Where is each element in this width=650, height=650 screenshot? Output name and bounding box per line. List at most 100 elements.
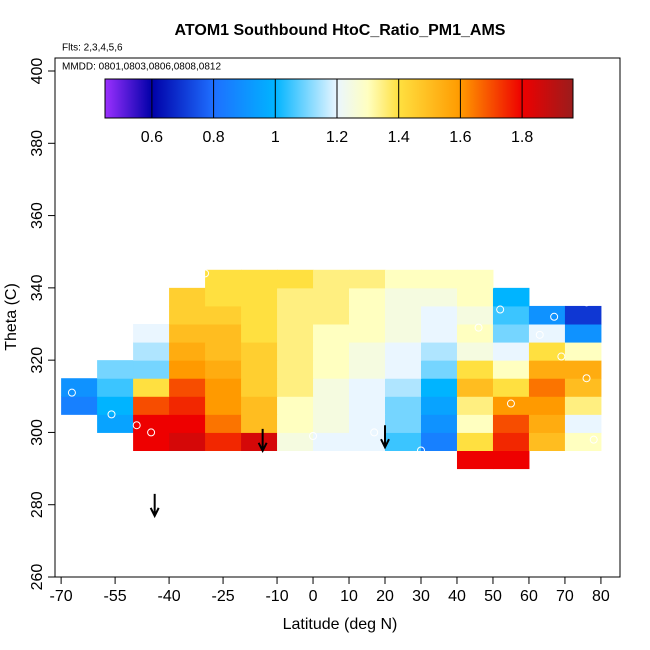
cell [456, 360, 494, 379]
data-point [309, 432, 318, 441]
x-tick-label: 40 [448, 588, 466, 605]
cell [97, 396, 134, 415]
cell [313, 378, 350, 397]
cell [492, 378, 530, 397]
cell [385, 305, 422, 325]
cell [97, 378, 134, 397]
cell [169, 432, 206, 452]
cell [528, 414, 566, 433]
cell [385, 378, 422, 397]
cell [277, 287, 314, 307]
x-tick-label: -70 [50, 588, 73, 605]
y-tick-label: 400 [29, 58, 46, 85]
cell [456, 414, 494, 433]
cell [205, 324, 242, 343]
y-tick-label: 360 [29, 202, 46, 229]
x-tick-label: 30 [412, 588, 430, 605]
y-tick-label: 300 [29, 419, 46, 446]
colorbar-tick-label: 1.6 [449, 129, 471, 146]
cell [241, 396, 278, 415]
cell [492, 414, 530, 433]
cell [277, 396, 314, 415]
cell [277, 414, 314, 433]
overlay: -70 -55 -40 -25 -10 0 10 20 30 40 50 60 70 80 260 280 30… [29, 57, 621, 605]
cell [313, 287, 350, 307]
x-axis-label: Latitude (deg N) [283, 616, 398, 633]
cell [313, 342, 350, 361]
cell [385, 432, 422, 452]
cell [241, 432, 278, 452]
cell [241, 324, 278, 343]
y-tick-label: 280 [29, 491, 46, 518]
arrow [257, 428, 268, 454]
cell [385, 396, 422, 415]
cell [420, 432, 458, 452]
cell [420, 378, 458, 397]
cell [420, 269, 458, 289]
cell [420, 305, 458, 325]
cell [385, 287, 422, 307]
cell [277, 324, 314, 343]
cell [420, 396, 458, 415]
cell [349, 414, 386, 433]
cell [385, 324, 422, 343]
cell [133, 342, 170, 361]
x-tick-label: 60 [520, 588, 538, 605]
cell [420, 287, 458, 307]
cell [205, 432, 242, 452]
cell [313, 396, 350, 415]
cell [313, 269, 350, 289]
cell [564, 414, 602, 433]
cell [492, 432, 530, 452]
cell [564, 324, 602, 343]
y-tick-label: 260 [29, 564, 46, 591]
cell [277, 432, 314, 452]
cell [385, 360, 422, 379]
x-tick-label: -40 [158, 588, 181, 605]
arrow [380, 425, 390, 450]
cell [169, 342, 206, 361]
cell [349, 432, 386, 452]
cell [241, 360, 278, 379]
data-point [582, 374, 591, 383]
cell [169, 396, 206, 415]
cell [241, 342, 278, 361]
cell [456, 287, 494, 307]
cell [313, 360, 350, 379]
cell [349, 342, 386, 361]
cell [456, 396, 494, 415]
cell [277, 269, 314, 289]
cell [564, 378, 602, 397]
plot-frame [54, 57, 621, 578]
cell [241, 378, 278, 397]
cell [349, 305, 386, 325]
cell [97, 360, 134, 379]
data-point [535, 330, 544, 339]
cell [277, 360, 314, 379]
colorbar-tick-label: 1.4 [388, 129, 410, 146]
cell [277, 342, 314, 361]
cell [277, 305, 314, 325]
data-point [474, 323, 483, 332]
data-point [496, 305, 505, 314]
cell [61, 396, 98, 415]
cell [456, 342, 494, 361]
cell [313, 305, 350, 325]
cell [313, 432, 350, 452]
y-tick-label: 380 [29, 130, 46, 157]
cell [385, 342, 422, 361]
cell [528, 396, 566, 415]
data-point [550, 312, 559, 321]
data-point [557, 352, 566, 361]
cell [456, 269, 494, 289]
colorbar-tick-label: 1.8 [511, 129, 533, 146]
cell [205, 305, 242, 325]
cell [492, 324, 530, 343]
cell [133, 324, 170, 343]
x-tick-label: -25 [211, 588, 234, 605]
cell [528, 432, 566, 452]
cell [564, 396, 602, 415]
annotation: MMDD: 0801,0803,0806,0808,0812 [62, 62, 221, 73]
cell [349, 269, 386, 289]
x-tick-label: -55 [104, 588, 127, 605]
